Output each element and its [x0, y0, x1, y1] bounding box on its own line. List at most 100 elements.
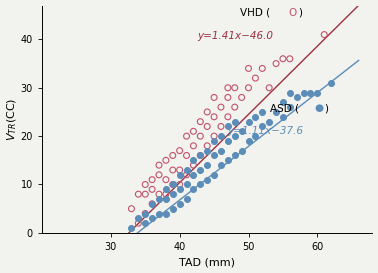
- Point: [170, 153, 176, 158]
- Text: ): ): [298, 8, 302, 18]
- Point: [245, 139, 251, 143]
- Point: [307, 90, 313, 95]
- Point: [197, 168, 203, 172]
- Point: [170, 182, 176, 187]
- Point: [253, 115, 259, 119]
- Point: [149, 187, 155, 192]
- Y-axis label: $V_{TR}$(CC): $V_{TR}$(CC): [6, 97, 19, 141]
- Point: [142, 211, 148, 216]
- Point: [170, 182, 176, 187]
- Point: [239, 95, 245, 100]
- Point: [328, 81, 334, 85]
- Point: [280, 100, 286, 105]
- Point: [225, 158, 231, 162]
- Point: [191, 129, 197, 133]
- Point: [191, 163, 197, 167]
- Point: [135, 192, 141, 196]
- Point: [135, 221, 141, 225]
- Point: [218, 149, 224, 153]
- Point: [294, 95, 300, 100]
- Point: [204, 177, 210, 182]
- Point: [163, 158, 169, 162]
- Point: [211, 139, 217, 143]
- Point: [183, 182, 189, 187]
- Point: [163, 187, 169, 192]
- Text: ●: ●: [314, 103, 324, 113]
- Point: [266, 86, 272, 90]
- Point: [142, 211, 148, 216]
- Point: [156, 197, 162, 201]
- Point: [197, 182, 203, 187]
- Point: [232, 134, 238, 138]
- Point: [197, 153, 203, 158]
- Point: [191, 173, 197, 177]
- Point: [287, 90, 293, 95]
- Point: [191, 158, 197, 162]
- Point: [314, 90, 321, 95]
- Point: [197, 153, 203, 158]
- Point: [142, 182, 148, 187]
- Point: [156, 163, 162, 167]
- Point: [211, 115, 217, 119]
- Point: [211, 153, 217, 158]
- Point: [253, 76, 259, 80]
- Point: [183, 168, 189, 172]
- Point: [204, 110, 210, 114]
- Point: [259, 110, 265, 114]
- Point: [170, 206, 176, 211]
- Point: [287, 57, 293, 61]
- Point: [149, 202, 155, 206]
- Text: y=1.41x−46.0: y=1.41x−46.0: [197, 31, 273, 41]
- Point: [177, 168, 183, 172]
- Point: [204, 124, 210, 129]
- Point: [149, 202, 155, 206]
- Point: [135, 216, 141, 221]
- Point: [177, 173, 183, 177]
- Point: [156, 211, 162, 216]
- Point: [287, 105, 293, 109]
- Text: y=1.11x−37.6: y=1.11x−37.6: [227, 126, 303, 136]
- Point: [232, 120, 238, 124]
- Point: [259, 124, 265, 129]
- Point: [177, 182, 183, 187]
- Point: [301, 90, 307, 95]
- Point: [259, 66, 265, 71]
- Point: [163, 177, 169, 182]
- Point: [163, 197, 169, 201]
- Text: VHD (: VHD (: [240, 8, 270, 18]
- Point: [170, 192, 176, 196]
- Point: [142, 221, 148, 225]
- Point: [232, 86, 238, 90]
- Point: [218, 134, 224, 138]
- Point: [280, 57, 286, 61]
- Point: [191, 144, 197, 148]
- Point: [232, 153, 238, 158]
- Point: [204, 163, 210, 167]
- Point: [273, 110, 279, 114]
- Point: [225, 115, 231, 119]
- Point: [156, 192, 162, 196]
- Point: [183, 197, 189, 201]
- Point: [225, 124, 231, 129]
- Point: [280, 115, 286, 119]
- Point: [239, 129, 245, 133]
- Point: [218, 163, 224, 167]
- Point: [149, 177, 155, 182]
- Point: [211, 95, 217, 100]
- Point: [211, 173, 217, 177]
- Point: [177, 149, 183, 153]
- Point: [321, 32, 327, 37]
- Point: [225, 139, 231, 143]
- Point: [170, 168, 176, 172]
- Point: [197, 120, 203, 124]
- Point: [177, 187, 183, 192]
- Point: [225, 95, 231, 100]
- Point: [204, 144, 210, 148]
- Point: [197, 134, 203, 138]
- Point: [129, 226, 135, 230]
- Point: [225, 86, 231, 90]
- Point: [239, 149, 245, 153]
- X-axis label: TAD (mm): TAD (mm): [179, 257, 235, 268]
- Point: [156, 173, 162, 177]
- Point: [183, 153, 189, 158]
